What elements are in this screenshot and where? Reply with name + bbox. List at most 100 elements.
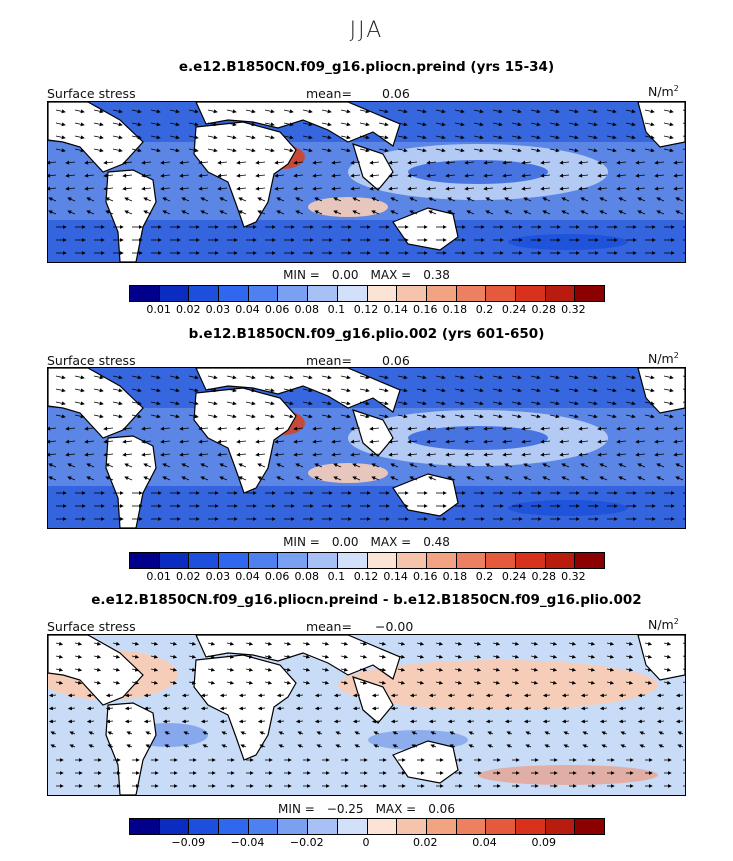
colorbar-swatch <box>575 286 604 301</box>
panel-1-max-value: 0.38 <box>423 268 450 282</box>
colorbar-tick-label: 0.14 <box>383 570 408 583</box>
colorbar-tick-label: 0.04 <box>235 303 260 316</box>
colorbar-swatch <box>515 286 546 301</box>
map-canvas <box>48 635 685 795</box>
colorbar-tick-label: −0.02 <box>289 836 324 849</box>
panel-2-min-value: 0.00 <box>331 535 359 549</box>
panel-3-units-base: N/m <box>648 617 674 633</box>
colorbar-swatch <box>367 286 398 301</box>
colorbar-tick-label: 0.04 <box>235 570 260 583</box>
panel-2-units-exp: 2 <box>673 351 679 360</box>
colorbar-tick-label: 0.14 <box>383 303 408 316</box>
colorbar-swatch <box>337 286 368 301</box>
colorbar-tick-label: 0.16 <box>413 303 438 316</box>
colorbar-tick-label: 0.01 <box>146 303 171 316</box>
colorbar-swatch <box>308 553 338 568</box>
map-canvas <box>48 102 685 262</box>
panel-1-min-value: 0.00 <box>331 268 359 282</box>
colorbar-tick-label: 0.18 <box>442 303 468 316</box>
colorbar-swatch <box>308 286 338 301</box>
colorbar-tick-label: 0.02 <box>176 303 201 316</box>
colorbar-swatch <box>545 553 576 568</box>
panel-1-min-label: MIN = <box>283 268 320 282</box>
colorbar-swatch <box>575 553 604 568</box>
panel-3-variable: Surface stress <box>47 619 136 634</box>
panel-1-colorbar <box>129 285 605 302</box>
colorbar-swatch <box>189 819 220 834</box>
colorbar-swatch <box>397 553 427 568</box>
colorbar-swatch <box>456 819 487 834</box>
colorbar-swatch <box>130 819 160 834</box>
panel-2-colorbar-ticks: 0.01 0.02 0.03 0.04 0.06 0.08 0.1 0.12 0.14 0.16 0… <box>129 570 603 584</box>
wind-vectors <box>48 641 685 788</box>
panel-2-max-value: 0.48 <box>423 535 450 549</box>
colorbar-swatch <box>219 286 249 301</box>
panel-1-colorbar-ticks: 0.01 0.02 0.03 0.04 0.06 0.08 0.1 0.12 0.14 0.16 0… <box>129 303 603 317</box>
colorbar-tick-label: 0.18 <box>442 570 468 583</box>
colorbar-tick-label: 0.12 <box>353 303 379 316</box>
panel-3-units: N/m2 <box>648 617 679 632</box>
colorbar-tick-label: 0.08 <box>294 303 320 316</box>
colorbar-tick-label: 0.01 <box>146 570 171 583</box>
panel-1-minmax: MIN = 0.00 MAX = 0.38 <box>0 268 733 282</box>
panel-1-mean-label: mean= <box>306 86 352 101</box>
colorbar-tick-label: 0.1 <box>327 570 346 583</box>
wind-vectors <box>48 109 685 255</box>
continents <box>48 102 685 262</box>
panel-3-minmax: MIN = −0.25 MAX = 0.06 <box>0 802 733 816</box>
season-title: JJA <box>349 18 384 43</box>
colorbar-tick-label: 0.2 <box>475 570 494 583</box>
panel-3-max-value: 0.06 <box>428 802 455 816</box>
colorbar-swatch <box>248 553 279 568</box>
colorbar-swatch <box>456 553 487 568</box>
colorbar-tick-label: 0.32 <box>561 303 586 316</box>
panel-3-units-exp: 2 <box>673 617 679 626</box>
map-canvas <box>48 368 685 528</box>
colorbar-tick-label: −0.04 <box>230 836 265 849</box>
colorbar-tick-label: 0.03 <box>205 303 231 316</box>
colorbar-swatch <box>486 553 516 568</box>
panel-2-variable: Surface stress <box>47 353 136 368</box>
colorbar-tick-label: 0.06 <box>264 570 290 583</box>
colorbar-tick-label: 0 <box>362 836 370 849</box>
colorbar-tick-label: 0.16 <box>413 570 438 583</box>
panel-3-colorbar <box>129 818 605 835</box>
colorbar-swatch <box>397 286 427 301</box>
colorbar-swatch <box>426 553 457 568</box>
panel-1-title: e.e12.B1850CN.f09_g16.pliocn.preind (yrs… <box>178 59 555 75</box>
colorbar-swatch <box>189 553 220 568</box>
colorbar-swatch <box>367 819 398 834</box>
colorbar-swatch <box>159 553 190 568</box>
panel-2-mean-label: mean= <box>306 353 352 368</box>
colorbar-swatch <box>426 819 457 834</box>
panel-2-min-label: MIN = <box>283 535 320 549</box>
colorbar-swatch <box>456 286 487 301</box>
colorbar-tick-label: 0.28 <box>531 303 557 316</box>
colorbar-swatch <box>278 286 309 301</box>
colorbar-swatch <box>308 819 338 834</box>
panel-3-mean-value: −0.00 <box>375 619 414 634</box>
colorbar-tick-label: 0.12 <box>353 570 379 583</box>
panel-2-units-base: N/m <box>648 351 674 367</box>
colorbar-tick-label: 0.04 <box>472 836 497 849</box>
panel-3-min-value: −0.25 <box>326 802 364 816</box>
colorbar-swatch <box>278 553 309 568</box>
colorbar-tick-label: 0.24 <box>501 303 527 316</box>
colorbar-swatch <box>545 819 576 834</box>
panel-1-variable: Surface stress <box>47 86 136 101</box>
panel-1-max-label: MAX = <box>370 268 412 282</box>
colorbar-swatch <box>426 286 457 301</box>
panel-1-units-base: N/m <box>648 84 674 100</box>
wind-vectors <box>48 375 685 521</box>
colorbar-tick-label: 0.24 <box>501 570 527 583</box>
colorbar-tick-label: 0.32 <box>561 570 586 583</box>
panel-1-map <box>47 101 686 263</box>
colorbar-tick-label: 0.02 <box>413 836 438 849</box>
colorbar-tick-label: 0.02 <box>176 570 201 583</box>
colorbar-tick-label: 0.1 <box>327 303 346 316</box>
colorbar-tick-label: 0.28 <box>531 570 557 583</box>
colorbar-swatch <box>248 286 279 301</box>
panel-3-map <box>47 634 686 796</box>
colorbar-swatch <box>219 553 249 568</box>
panel-3-mean-label: mean= <box>306 619 352 634</box>
